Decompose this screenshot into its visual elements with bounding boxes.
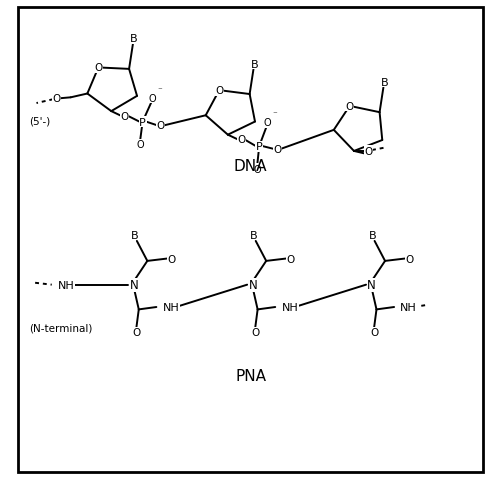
FancyBboxPatch shape bbox=[18, 8, 483, 472]
Text: O: O bbox=[364, 146, 372, 156]
Text: N: N bbox=[367, 278, 376, 291]
Text: B: B bbox=[381, 78, 388, 87]
Text: O: O bbox=[52, 94, 61, 104]
Text: B: B bbox=[249, 230, 257, 240]
Text: NH: NH bbox=[282, 302, 298, 312]
Text: NH: NH bbox=[400, 302, 417, 312]
Text: O: O bbox=[136, 140, 144, 150]
Text: O: O bbox=[120, 112, 129, 121]
Text: O: O bbox=[157, 121, 165, 131]
Text: O: O bbox=[370, 327, 378, 337]
Text: O: O bbox=[251, 327, 260, 337]
Text: B: B bbox=[131, 230, 138, 240]
Text: PNA: PNA bbox=[235, 368, 266, 383]
Text: N: N bbox=[248, 278, 257, 291]
Text: P: P bbox=[256, 142, 263, 152]
Text: O: O bbox=[346, 102, 354, 112]
Text: (N-terminal): (N-terminal) bbox=[30, 323, 93, 333]
Text: O: O bbox=[286, 254, 295, 264]
Text: O: O bbox=[94, 63, 103, 73]
Text: DNA: DNA bbox=[234, 159, 267, 174]
Text: NH: NH bbox=[162, 302, 179, 312]
Text: O: O bbox=[215, 86, 223, 96]
Text: O: O bbox=[264, 118, 271, 128]
Text: O: O bbox=[132, 327, 140, 337]
Text: ⁻: ⁻ bbox=[272, 110, 277, 119]
Text: O: O bbox=[405, 254, 413, 264]
Text: O: O bbox=[237, 135, 245, 145]
Text: O: O bbox=[254, 165, 261, 175]
Text: O: O bbox=[149, 94, 156, 104]
Text: O: O bbox=[167, 254, 176, 264]
Text: P: P bbox=[139, 117, 146, 127]
Text: B: B bbox=[368, 230, 376, 240]
Text: ⁻: ⁻ bbox=[157, 86, 162, 95]
Text: O: O bbox=[273, 144, 282, 155]
Text: NH: NH bbox=[58, 280, 74, 290]
Text: B: B bbox=[130, 35, 138, 44]
Text: (5'-): (5'-) bbox=[30, 116, 51, 126]
Text: B: B bbox=[250, 60, 258, 70]
Text: N: N bbox=[130, 278, 138, 291]
